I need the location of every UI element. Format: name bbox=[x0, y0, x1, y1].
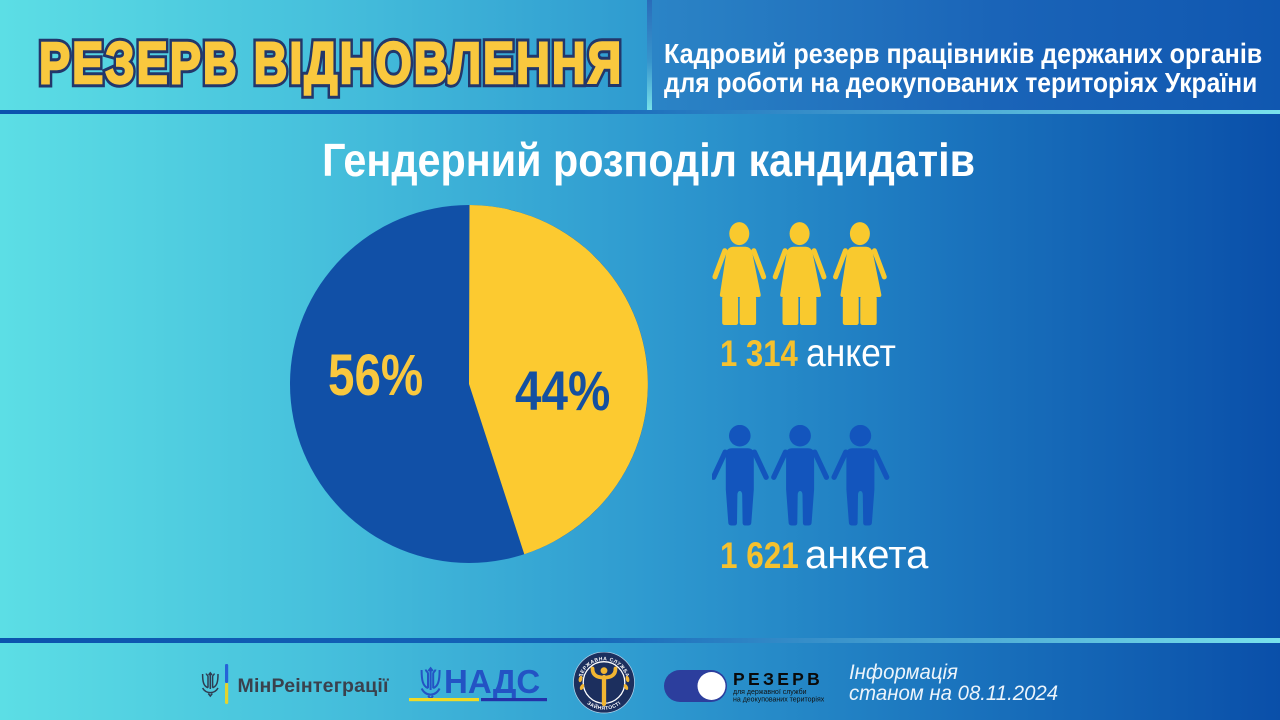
svg-text:для державної служби: для державної служби bbox=[733, 688, 807, 696]
svg-text:МінРеінтеграції: МінРеінтеграції bbox=[238, 675, 389, 697]
svg-text:на деокупованих територіях: на деокупованих територіях bbox=[733, 696, 825, 704]
svg-text:ЗАЙНЯТОСТІ: ЗАЙНЯТОСТІ bbox=[586, 700, 623, 711]
svg-text:НАДС: НАДС bbox=[444, 663, 540, 700]
svg-text:РЕЗЕРВ: РЕЗЕРВ bbox=[733, 669, 823, 689]
